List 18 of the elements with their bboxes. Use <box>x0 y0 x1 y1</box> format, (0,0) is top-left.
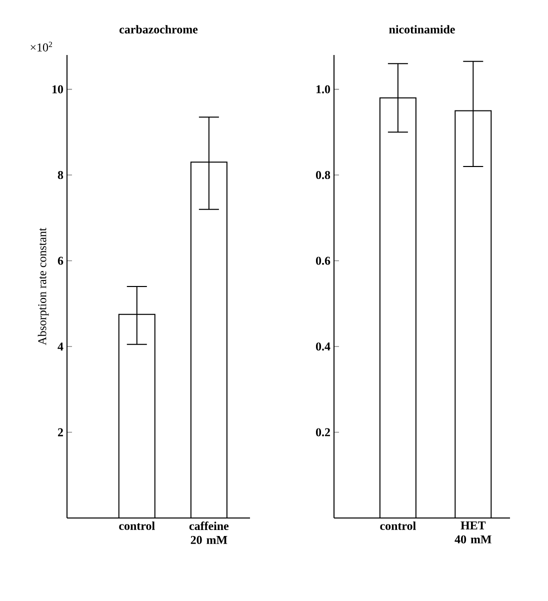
x-tick-label: HET 40 mM <box>454 522 492 544</box>
y-tick-label: 4 <box>58 342 64 350</box>
y-tick-label: 8 <box>58 170 64 180</box>
x-tick-label: control <box>380 522 416 530</box>
chart-title: nicotinamide <box>389 25 455 34</box>
y-tick-label: 0.2 <box>316 428 330 436</box>
x-tick-label: control <box>119 522 155 530</box>
chart-title: carbazochrome <box>120 25 198 34</box>
y-tick-label: 0.4 <box>316 342 330 351</box>
x-tick-label: caffeine 20 mM <box>189 522 229 544</box>
text: ×10$^{2}$ <box>30 42 52 52</box>
y-tick-label: 10 <box>52 85 64 94</box>
y-tick-label: 0.8 <box>316 170 330 180</box>
y-tick-label: 1.0 <box>316 85 330 94</box>
y-tick-label: 2 <box>58 428 63 436</box>
y-tick-label: 0.6 <box>316 256 330 265</box>
y-axis-title: Absorption rate constant <box>38 228 49 346</box>
y-tick-label: 6 <box>58 256 64 265</box>
